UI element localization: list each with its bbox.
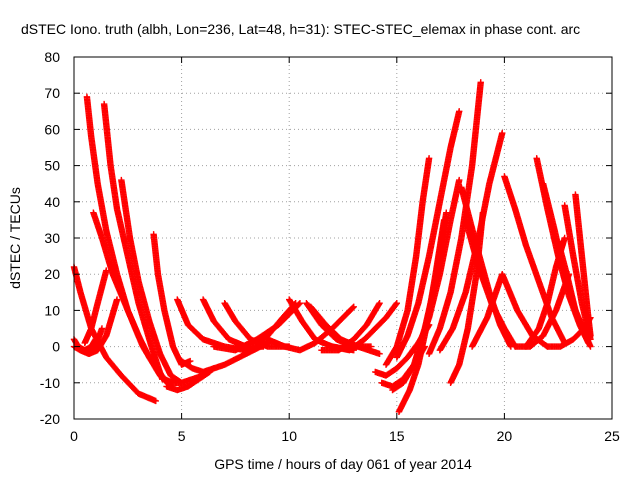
chart-title: dSTEC Iono. truth (albh, Lon=236, Lat=48… bbox=[21, 21, 580, 37]
data-point bbox=[98, 325, 106, 332]
series-arc-05 bbox=[81, 267, 110, 347]
data-point bbox=[103, 267, 110, 274]
series-arc-18 bbox=[232, 299, 299, 354]
data-point bbox=[152, 397, 159, 405]
series-arc-12 bbox=[163, 368, 213, 394]
series-arc-08 bbox=[90, 209, 175, 390]
data-point bbox=[187, 357, 194, 365]
series-arc-09 bbox=[118, 176, 185, 386]
series-arc-10 bbox=[150, 231, 194, 368]
data-point bbox=[113, 296, 121, 303]
data-points bbox=[70, 79, 594, 415]
grid-lines bbox=[74, 57, 612, 419]
series-arc-04 bbox=[77, 296, 121, 358]
series-arc-07 bbox=[100, 100, 166, 383]
